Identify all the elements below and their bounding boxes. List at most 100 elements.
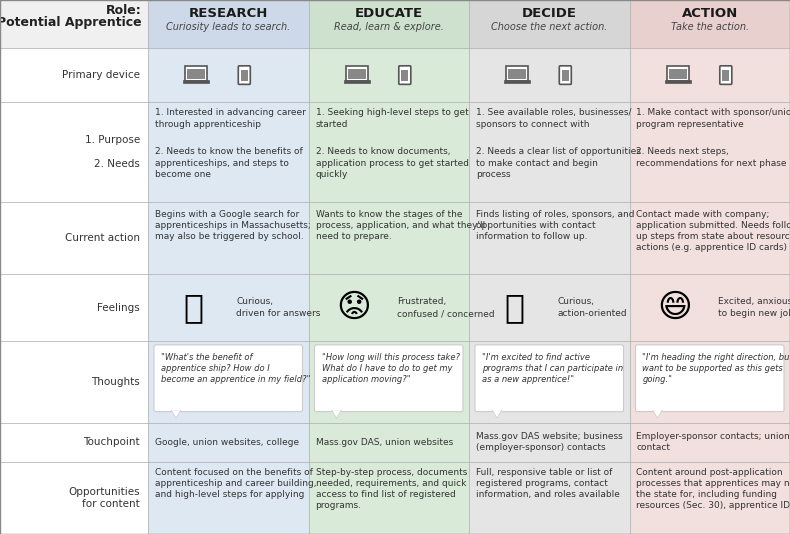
- Text: Opportunities
for content: Opportunities for content: [69, 487, 140, 509]
- FancyBboxPatch shape: [154, 345, 303, 412]
- Bar: [0, 48, 148, 102]
- Text: Take the action.: Take the action.: [671, 22, 749, 32]
- Bar: [630, 202, 790, 274]
- Bar: [148, 102, 309, 202]
- Text: 2. Needs a clear list of opportunities
to make contact and begin
process: 2. Needs a clear list of opportunities t…: [476, 147, 641, 178]
- Bar: [309, 48, 469, 102]
- Text: 1. Interested in advancing career
through apprenticeship: 1. Interested in advancing career throug…: [155, 108, 306, 129]
- Text: Step-by-step process, documents
needed, requirements, and quick
access to find l: Step-by-step process, documents needed, …: [315, 468, 467, 511]
- FancyBboxPatch shape: [344, 80, 370, 83]
- Text: Contact made with company;
application submitted. Needs follow
up steps from sta: Contact made with company; application s…: [637, 209, 790, 252]
- Polygon shape: [171, 410, 181, 418]
- Text: Content focused on the benefits of
apprenticeship and career building,
and high-: Content focused on the benefits of appre…: [155, 468, 317, 499]
- FancyBboxPatch shape: [241, 69, 248, 81]
- Text: "How long will this process take?
What do I have to do to get my
application mov: "How long will this process take? What d…: [322, 353, 460, 384]
- Bar: [630, 274, 790, 341]
- Text: "I'm heading the right direction, but
want to be supported as this gets
going.": "I'm heading the right direction, but wa…: [642, 353, 790, 384]
- Text: 😟: 😟: [336, 291, 371, 324]
- Bar: [148, 0, 309, 48]
- FancyBboxPatch shape: [183, 80, 209, 83]
- Text: Wants to know the stages of the
process, application, and what they'll
need to p: Wants to know the stages of the process,…: [315, 209, 485, 241]
- Text: 2. Needs next steps,
recommendations for next phase: 2. Needs next steps, recommendations for…: [637, 147, 787, 168]
- Bar: [309, 462, 469, 534]
- Text: 🤔: 🤔: [504, 291, 524, 324]
- FancyBboxPatch shape: [239, 66, 250, 84]
- Text: Curious,
driven for answers: Curious, driven for answers: [236, 297, 321, 318]
- Text: 2. Needs to know the benefits of
apprenticeships, and steps to
become one: 2. Needs to know the benefits of apprent…: [155, 147, 303, 178]
- Text: Potential Apprentice: Potential Apprentice: [0, 16, 142, 29]
- Text: Content around post-application
processes that apprentices may need
the state fo: Content around post-application processe…: [637, 468, 790, 511]
- Bar: [0, 0, 148, 48]
- Bar: [309, 0, 469, 48]
- Text: Role:: Role:: [106, 4, 142, 17]
- Text: 😄: 😄: [657, 291, 692, 324]
- Text: Frustrated,
confused / concerned: Frustrated, confused / concerned: [397, 297, 495, 318]
- FancyBboxPatch shape: [722, 69, 729, 81]
- FancyBboxPatch shape: [475, 345, 623, 412]
- Bar: [630, 48, 790, 102]
- Text: Curiosity leads to search.: Curiosity leads to search.: [166, 22, 291, 32]
- Text: "I'm excited to find active
programs that I can participate in
as a new apprenti: "I'm excited to find active programs tha…: [482, 353, 623, 384]
- Bar: [0, 341, 148, 423]
- Text: Touchpoint: Touchpoint: [84, 437, 140, 447]
- FancyBboxPatch shape: [504, 80, 530, 83]
- Text: 2. Needs to know documents,
application process to get started
quickly: 2. Needs to know documents, application …: [315, 147, 468, 178]
- Bar: [0, 202, 148, 274]
- Bar: [0, 462, 148, 534]
- Bar: [469, 202, 630, 274]
- FancyBboxPatch shape: [399, 66, 411, 84]
- Bar: [469, 102, 630, 202]
- Bar: [148, 462, 309, 534]
- FancyBboxPatch shape: [185, 66, 207, 81]
- Text: 1. Make contact with sponsor/union
program representative: 1. Make contact with sponsor/union progr…: [637, 108, 790, 129]
- FancyBboxPatch shape: [508, 68, 526, 79]
- Text: Primary device: Primary device: [62, 70, 140, 80]
- Text: Google, union websites, college: Google, union websites, college: [155, 438, 299, 447]
- Text: Mass.gov DAS website; business
(employer-sponsor) contacts: Mass.gov DAS website; business (employer…: [476, 432, 623, 452]
- Text: 1. Purpose

2. Needs: 1. Purpose 2. Needs: [85, 136, 140, 169]
- Bar: [630, 102, 790, 202]
- Bar: [309, 341, 469, 423]
- Bar: [309, 423, 469, 462]
- Text: Mass.gov DAS, union websites: Mass.gov DAS, union websites: [315, 438, 453, 447]
- Bar: [309, 274, 469, 341]
- Text: RESEARCH: RESEARCH: [189, 7, 268, 20]
- Text: Finds listing of roles, sponsors, and
opportunities with contact
information to : Finds listing of roles, sponsors, and op…: [476, 209, 634, 241]
- Bar: [0, 102, 148, 202]
- Bar: [630, 341, 790, 423]
- Bar: [148, 341, 309, 423]
- Text: Employer-sponsor contacts; union
contact: Employer-sponsor contacts; union contact: [637, 432, 790, 452]
- Text: Thoughts: Thoughts: [92, 377, 140, 387]
- FancyBboxPatch shape: [506, 66, 529, 81]
- FancyBboxPatch shape: [562, 69, 569, 81]
- FancyBboxPatch shape: [664, 80, 690, 83]
- Bar: [469, 462, 630, 534]
- Text: Full, responsive table or list of
registered programs, contact
information, and : Full, responsive table or list of regist…: [476, 468, 620, 499]
- FancyBboxPatch shape: [401, 69, 408, 81]
- Bar: [469, 0, 630, 48]
- Text: Choose the next action.: Choose the next action.: [491, 22, 608, 32]
- Text: ACTION: ACTION: [682, 7, 738, 20]
- Text: Curious,
action-oriented: Curious, action-oriented: [557, 297, 627, 318]
- Bar: [148, 274, 309, 341]
- Text: Feelings: Feelings: [97, 303, 140, 313]
- FancyBboxPatch shape: [187, 68, 205, 79]
- FancyBboxPatch shape: [635, 345, 784, 412]
- Text: "What's the benefit of
apprentice ship? How do I
become an apprentice in my fiel: "What's the benefit of apprentice ship? …: [161, 353, 310, 384]
- Text: Current action: Current action: [65, 233, 140, 244]
- Bar: [330, 409, 343, 410]
- FancyBboxPatch shape: [720, 66, 732, 84]
- Bar: [469, 341, 630, 423]
- Bar: [170, 409, 182, 410]
- Bar: [148, 423, 309, 462]
- Bar: [0, 274, 148, 341]
- Text: 1. See available roles, businesses/
sponsors to connect with: 1. See available roles, businesses/ spon…: [476, 108, 631, 129]
- Text: 1. Seeking high-level steps to get
started: 1. Seeking high-level steps to get start…: [315, 108, 468, 129]
- Bar: [0, 423, 148, 462]
- Bar: [630, 423, 790, 462]
- Bar: [469, 423, 630, 462]
- FancyBboxPatch shape: [667, 66, 689, 81]
- Bar: [309, 202, 469, 274]
- Text: Excited, anxious
to begin new job: Excited, anxious to begin new job: [718, 297, 790, 318]
- FancyBboxPatch shape: [668, 68, 687, 79]
